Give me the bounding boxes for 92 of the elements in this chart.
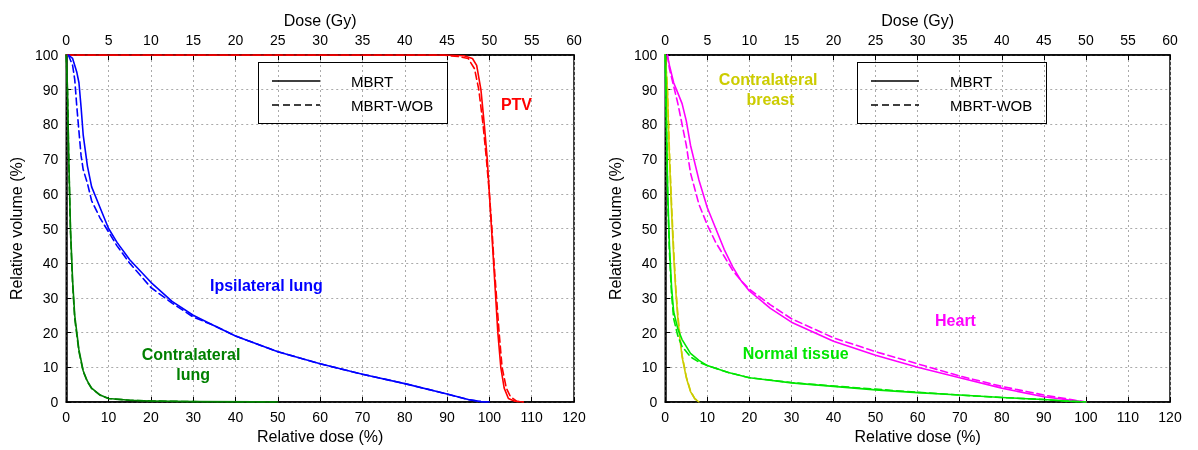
y-tick-label: 0 <box>50 394 59 410</box>
x-tick-label: 50 <box>270 409 286 425</box>
x-axis-title: Relative dose (%) <box>854 428 981 446</box>
x-tick-label: 80 <box>396 409 413 425</box>
x-tick-label: 90 <box>439 409 456 425</box>
y-tick-label: 60 <box>641 185 658 202</box>
y-tick-label: 50 <box>42 220 59 237</box>
x2-tick-label: 10 <box>741 32 758 48</box>
x-tick-label: 60 <box>312 409 329 425</box>
x-axis-title: Relative dose (%) <box>256 428 384 446</box>
x2-tick-label: 20 <box>227 32 244 48</box>
x2-tick-label: 0 <box>661 32 670 48</box>
x2-tick-label: 60 <box>566 32 582 48</box>
x-tick-label: 30 <box>185 409 202 425</box>
x2-tick-label: 15 <box>783 32 800 48</box>
annotation: MBRT <box>351 72 394 90</box>
y-tick-label: 70 <box>42 151 59 168</box>
y-tick-label: 100 <box>34 47 59 63</box>
x2-tick-label: 35 <box>951 32 968 48</box>
x2-tick-label: 55 <box>1120 32 1136 48</box>
x-tick-label: 120 <box>1158 409 1182 425</box>
x-tick-label: 50 <box>867 409 884 425</box>
x2-tick-label: 20 <box>825 32 842 48</box>
y-tick-label: 10 <box>42 359 59 376</box>
y-tick-label: 20 <box>641 324 658 341</box>
y-tick-label: 80 <box>42 116 59 133</box>
y-tick-label: 0 <box>649 394 658 410</box>
x-tick-label: 20 <box>741 409 758 425</box>
y-axis-title: Relative volume (%) <box>606 156 624 301</box>
x-tick-label: 100 <box>1074 409 1098 425</box>
x2-tick-label: 55 <box>523 32 540 48</box>
y-tick-label: 30 <box>641 289 658 306</box>
x2-tick-label: 10 <box>143 32 159 48</box>
key-box: MBRT MBRT-WOB <box>857 62 1048 124</box>
text: Contralateral breast <box>718 71 822 109</box>
y-tick-label: 90 <box>42 81 59 98</box>
x2-tick-label: 0 <box>62 32 71 48</box>
x-tick-label: 10 <box>699 409 716 425</box>
x2-tick-label: 40 <box>396 32 413 48</box>
y-tick-label: 80 <box>641 116 658 133</box>
x-tick-label: 60 <box>909 409 926 425</box>
annotation: MBRT-WOB <box>950 96 1033 114</box>
x-tick-label: 120 <box>562 409 586 425</box>
key-box: MBRT MBRT-WOB <box>258 62 449 124</box>
annotation: MBRT <box>950 72 993 90</box>
x-tick-label: 40 <box>227 409 244 425</box>
x-tick-label: 10 <box>100 409 117 425</box>
x2-tick-label: 45 <box>1036 32 1052 48</box>
x-tick-label: 80 <box>993 409 1010 425</box>
x2-tick-label: 50 <box>1078 32 1094 48</box>
x2-axis-title: Dose (Gy) <box>881 11 955 29</box>
y-tick-label: 10 <box>641 359 658 376</box>
x2-tick-label: 30 <box>909 32 926 48</box>
x-tick-label: 40 <box>825 409 842 425</box>
y-axis-title: Relative volume (%) <box>7 156 25 301</box>
x-tick-label: 70 <box>354 409 371 425</box>
x2-tick-label: 25 <box>270 32 286 48</box>
series-label: Normal tissue <box>742 344 849 362</box>
y-tick-label: 40 <box>641 255 658 272</box>
x2-tick-label: 5 <box>104 32 113 48</box>
x2-tick-label: 50 <box>481 32 498 48</box>
x2-tick-label: 35 <box>354 32 371 48</box>
x2-tick-label: 40 <box>993 32 1010 48</box>
y-tick-label: 90 <box>641 81 658 98</box>
y-tick-label: 40 <box>42 255 59 272</box>
series-label: Ipsilateral lung <box>209 276 323 294</box>
x2-tick-label: 5 <box>703 32 712 48</box>
annotation: MBRT-WOB <box>351 96 434 114</box>
x2-tick-label: 45 <box>439 32 456 48</box>
x2-tick-label: 25 <box>867 32 884 48</box>
x-tick-label: 110 <box>1116 409 1140 425</box>
x-tick-label: 0 <box>661 409 670 425</box>
x-tick-label: 100 <box>477 409 502 425</box>
x2-tick-label: 15 <box>185 32 202 48</box>
x-tick-label: 0 <box>62 409 71 425</box>
x-tick-label: 90 <box>1036 409 1052 425</box>
y-tick-label: 50 <box>641 220 658 237</box>
series-label: Contralateral lung <box>141 346 245 384</box>
x-tick-label: 70 <box>951 409 968 425</box>
x2-tick-label: 60 <box>1162 32 1178 48</box>
y-tick-label: 20 <box>42 324 59 341</box>
x2-tick-label: 30 <box>312 32 329 48</box>
text: Heart <box>935 311 977 329</box>
y-tick-label: 100 <box>633 47 658 63</box>
x-tick-label: 110 <box>520 409 544 425</box>
series-label: PTV <box>500 96 533 114</box>
y-tick-label: 60 <box>42 185 59 202</box>
x-tick-label: 30 <box>783 409 800 425</box>
x2-axis-title: Dose (Gy) <box>283 11 357 29</box>
y-tick-label: 30 <box>42 289 59 306</box>
x-tick-label: 20 <box>143 409 159 425</box>
y-tick-label: 70 <box>641 151 658 168</box>
